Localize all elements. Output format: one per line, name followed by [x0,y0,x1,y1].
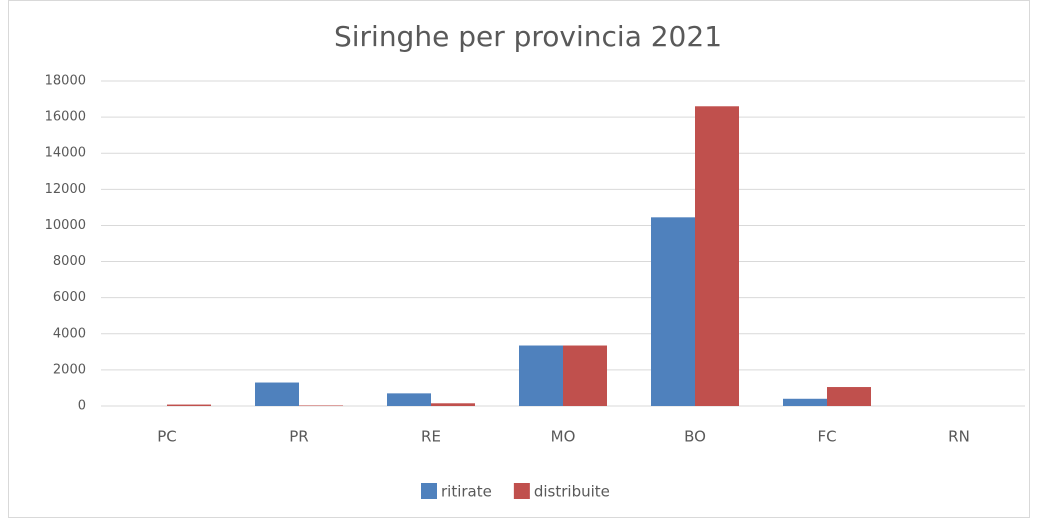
bar [299,405,343,406]
legend-swatch [421,483,437,499]
y-tick-label: 18000 [45,74,86,89]
y-tick-label: 12000 [45,182,86,197]
legend-swatch [513,483,530,499]
chart-title: Siringhe per provincia 2021 [334,20,722,53]
bar [783,398,827,406]
y-tick-label: 14000 [45,146,86,161]
bar [563,345,607,406]
legend-label: distribuite [534,483,610,501]
bar [695,106,739,407]
y-tick-label: 8000 [53,254,86,269]
bar [167,404,211,406]
y-tick-label: 6000 [53,290,86,305]
y-tick-label: 0 [78,399,86,414]
chart-border [8,0,1030,518]
x-tick-label: PC [157,428,177,446]
x-tick-label: BO [684,428,706,446]
x-tick-label: PR [289,428,308,446]
x-tick-label: RE [421,428,441,446]
y-tick-label: 2000 [53,362,86,377]
y-tick-label: 16000 [45,110,86,125]
legend-label: ritirate [441,483,492,501]
x-tick-label: RN [948,428,970,446]
bar [827,387,871,406]
bar [431,403,475,406]
bar [651,217,695,406]
y-tick-label: 4000 [53,326,86,341]
bar [255,382,299,406]
y-tick-label: 10000 [45,218,86,233]
x-tick-label: FC [817,428,836,446]
bar [387,393,431,406]
x-tick-label: MO [551,428,576,446]
bar [519,345,563,406]
